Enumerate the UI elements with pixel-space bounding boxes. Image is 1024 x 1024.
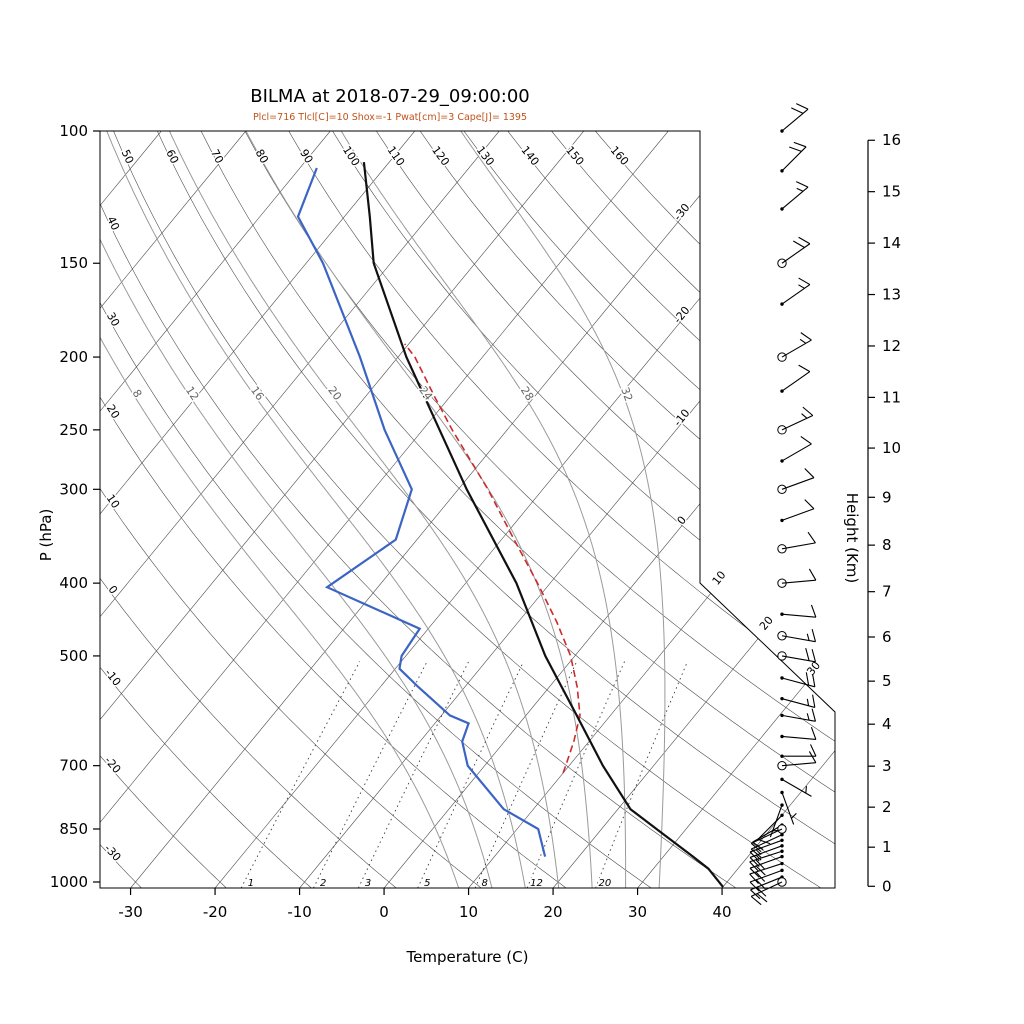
temperature-line — [362, 161, 724, 888]
plot-area — [100, 131, 835, 888]
svg-text:0: 0 — [106, 583, 121, 596]
svg-text:-20: -20 — [203, 903, 228, 921]
svg-text:20: 20 — [104, 402, 122, 421]
svg-text:10: 10 — [104, 492, 123, 511]
pressure-axis-label: P (hPa) — [37, 508, 55, 562]
svg-text:250: 250 — [59, 421, 88, 439]
svg-text:100: 100 — [340, 144, 362, 169]
svg-text:8: 8 — [482, 878, 488, 889]
svg-text:9: 9 — [882, 488, 892, 506]
svg-text:11: 11 — [882, 388, 901, 406]
svg-text:16: 16 — [248, 384, 267, 403]
svg-text:-30: -30 — [118, 903, 143, 921]
svg-text:10: 10 — [459, 903, 478, 921]
wind-barbs — [749, 103, 817, 906]
svg-text:160: 160 — [608, 144, 632, 168]
svg-text:120: 120 — [429, 144, 452, 169]
svg-text:-10: -10 — [287, 903, 312, 921]
svg-text:30: 30 — [104, 310, 122, 329]
svg-text:100: 100 — [59, 122, 88, 140]
parcel-line — [404, 343, 581, 774]
pressure-axis: 100 150 200 250 300 400 500 700 850 1000 — [50, 122, 100, 891]
svg-text:700: 700 — [59, 757, 88, 775]
svg-text:-30: -30 — [102, 842, 124, 864]
svg-text:12: 12 — [882, 337, 901, 355]
svg-text:15: 15 — [882, 183, 901, 201]
grid-mixing-ratio — [240, 661, 688, 888]
grid-dry-adiabats — [100, 131, 835, 888]
svg-text:130: 130 — [474, 144, 497, 169]
svg-text:2: 2 — [320, 878, 326, 889]
svg-text:-30: -30 — [671, 201, 692, 223]
svg-text:50: 50 — [119, 148, 137, 166]
svg-text:150: 150 — [59, 254, 88, 272]
svg-text:-20: -20 — [671, 304, 692, 326]
svg-text:3: 3 — [882, 757, 892, 775]
dewpoint-line — [296, 167, 547, 857]
svg-text:20: 20 — [757, 614, 776, 633]
svg-text:20: 20 — [599, 878, 612, 889]
svg-text:110: 110 — [385, 144, 408, 169]
svg-text:500: 500 — [59, 647, 88, 665]
svg-text:150: 150 — [563, 144, 586, 168]
svg-text:40: 40 — [104, 214, 122, 232]
svg-text:30: 30 — [628, 903, 647, 921]
svg-text:5: 5 — [424, 878, 430, 889]
svg-text:0: 0 — [882, 877, 892, 895]
plot-frame — [99, 130, 836, 889]
svg-text:28: 28 — [518, 384, 536, 403]
svg-text:8: 8 — [130, 387, 145, 400]
chart-subtitle: Plcl=716 Tlcl[C]=10 Shox=-1 Pwat[cm]=3 C… — [252, 112, 528, 123]
svg-text:200: 200 — [59, 348, 88, 366]
svg-text:12: 12 — [530, 878, 543, 889]
svg-text:-10: -10 — [671, 407, 692, 429]
svg-text:14: 14 — [882, 234, 901, 252]
svg-text:6: 6 — [882, 628, 892, 646]
svg-text:7: 7 — [882, 583, 892, 601]
svg-text:5: 5 — [882, 672, 892, 690]
svg-text:10: 10 — [710, 569, 729, 588]
svg-text:3: 3 — [365, 878, 371, 889]
svg-text:-20: -20 — [102, 754, 124, 776]
svg-text:16: 16 — [882, 131, 901, 149]
svg-text:20: 20 — [544, 903, 563, 921]
svg-text:140: 140 — [518, 144, 541, 169]
temperature-axis: -30 -20 -10 0 10 20 30 40 — [118, 888, 732, 921]
svg-text:0: 0 — [675, 514, 689, 528]
temperature-axis-label: Temperature (C) — [406, 948, 529, 966]
svg-text:32: 32 — [618, 385, 635, 403]
svg-text:1000: 1000 — [50, 873, 88, 891]
svg-text:12: 12 — [183, 384, 202, 403]
svg-text:-10: -10 — [102, 666, 123, 688]
svg-text:300: 300 — [59, 480, 88, 498]
grid-moist-adiabats — [100, 131, 666, 888]
svg-text:13: 13 — [882, 286, 901, 304]
svg-text:850: 850 — [59, 820, 88, 838]
svg-text:20: 20 — [325, 384, 344, 403]
height-axis-label: Height (Km) — [843, 492, 861, 584]
svg-text:4: 4 — [882, 715, 892, 733]
grid-isotherms — [100, 131, 835, 888]
svg-text:1: 1 — [248, 878, 254, 889]
svg-text:8: 8 — [882, 536, 892, 554]
svg-text:1: 1 — [882, 838, 892, 856]
chart-title: BILMA at 2018-07-29_09:00:00 — [250, 86, 530, 107]
svg-text:400: 400 — [59, 574, 88, 592]
svg-text:2: 2 — [882, 798, 892, 816]
svg-text:10: 10 — [882, 439, 901, 457]
svg-text:0: 0 — [379, 903, 389, 921]
svg-text:40: 40 — [713, 903, 732, 921]
